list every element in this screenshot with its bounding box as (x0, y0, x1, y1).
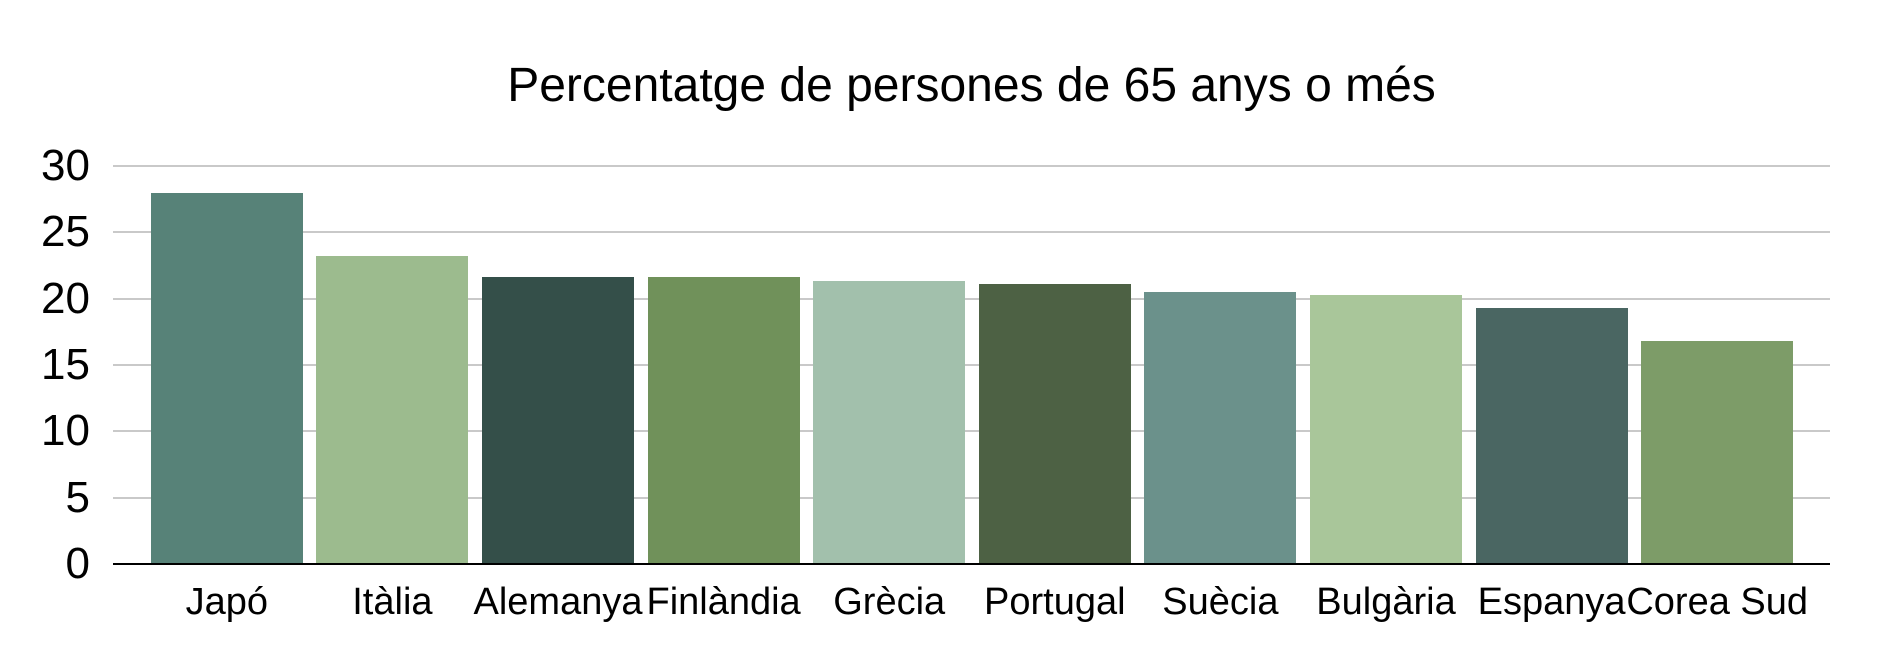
y-tick-label-15: 15 (41, 340, 90, 389)
bar-bulgaria (1309, 294, 1462, 564)
y-tick-label-25: 25 (41, 207, 90, 257)
gridline-y-5 (113, 496, 1830, 499)
x-label-bulgaria: Bulgària (1316, 581, 1456, 623)
bar-alemanya (481, 277, 634, 564)
plot-area (113, 165, 1830, 565)
gridline-y-30 (113, 165, 1830, 167)
x-label-portugal: Portugal (984, 581, 1126, 623)
bar-corea-sud (1641, 341, 1794, 564)
chart-title: Percentatge de persones de 65 anys o més (507, 59, 1436, 112)
bar-portugal (978, 284, 1131, 564)
x-label-suecia: Suècia (1162, 581, 1279, 623)
y-tick-label-10: 10 (41, 406, 90, 456)
bar-japo (150, 192, 303, 564)
x-axis-line (113, 563, 1830, 565)
x-label-corea-sud: Corea Sud (1626, 581, 1809, 623)
gridline-y-10 (113, 430, 1830, 433)
x-label-alemanya: Alemanya (473, 581, 643, 623)
bar-grecia (813, 281, 966, 564)
y-tick-label-20: 20 (41, 273, 90, 323)
gridline-y-20 (113, 297, 1830, 300)
bar-finlandia (647, 277, 800, 564)
x-label-italia: Itàlia (352, 581, 433, 623)
x-label-finlandia: Finlàndia (646, 581, 801, 623)
x-label-grecia: Grècia (833, 581, 946, 623)
x-label-espanya: Espanya (1477, 581, 1626, 623)
gridline-y-15 (113, 364, 1830, 366)
bar-suecia (1144, 292, 1297, 564)
y-tick-label-5: 5 (65, 472, 90, 522)
bar-espanya (1475, 307, 1628, 564)
y-tick-label-0: 0 (65, 539, 90, 588)
y-tick-label-30: 30 (41, 141, 90, 190)
x-label-japo: Japó (185, 581, 268, 623)
bar-italia (316, 256, 469, 564)
gridline-y-25 (113, 231, 1830, 234)
